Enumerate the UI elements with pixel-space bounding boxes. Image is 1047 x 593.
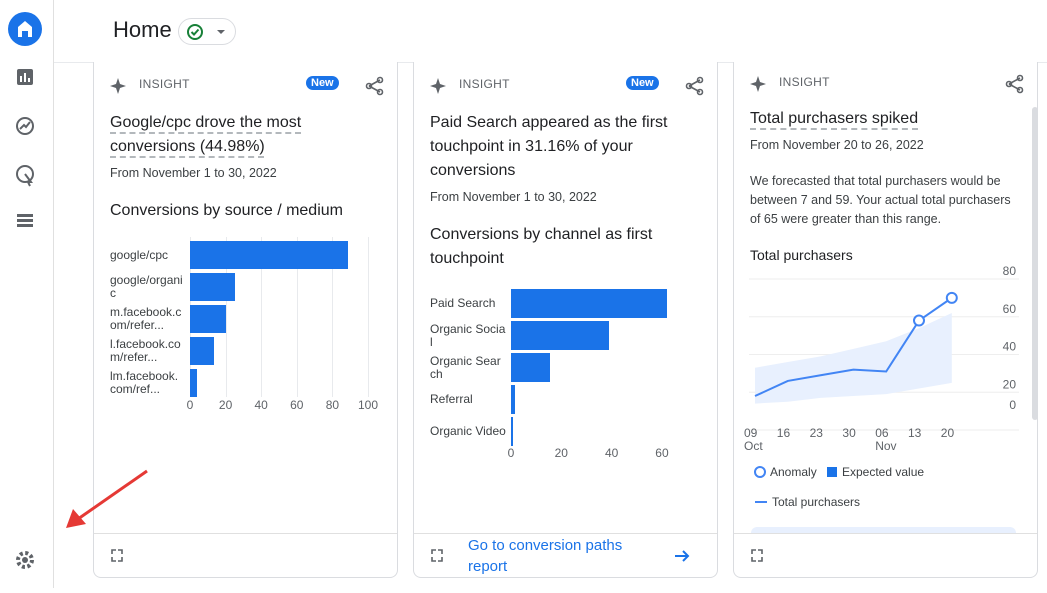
configure-icon[interactable] — [17, 214, 33, 227]
bar — [511, 289, 667, 318]
x-tick-label: 40 — [254, 398, 268, 412]
chart-title: Conversions by channel as first touchpoi… — [430, 226, 653, 267]
x-tick-label: 60 — [655, 446, 669, 460]
x-tick-label: 0 — [507, 446, 515, 460]
y-category-label: lm.facebook.com/ref... — [110, 369, 179, 396]
chart-title: Total purchasers — [750, 247, 853, 263]
x-tick-label: 20 — [218, 398, 233, 412]
card-title: Google/cpc drove the most conversions (4… — [110, 111, 340, 159]
bar — [511, 321, 610, 350]
legend-expected-symbol — [827, 467, 837, 477]
x-tick-label: 60 — [290, 398, 304, 412]
page-title: Home — [113, 17, 172, 42]
chart-title: Conversions by source / medium — [110, 202, 343, 219]
card-title-text: Google/cpc drove the most conversions (4… — [110, 114, 302, 155]
card-footer — [414, 533, 717, 534]
card-label: INSIGHT — [139, 77, 190, 91]
bar — [190, 241, 349, 269]
grid-line — [225, 237, 227, 397]
insight-card: INSIGHT New Google/cpc drove the most co… — [93, 62, 398, 578]
card-title: Total purchasers spiked — [750, 107, 918, 131]
link-arrow[interactable] — [672, 546, 692, 566]
bar — [190, 337, 215, 365]
x-tick-label: 40 — [604, 446, 619, 460]
anomaly-point — [913, 314, 925, 327]
settings-icon[interactable] — [16, 551, 34, 569]
insight-card: INSIGHT Total purchasers spiked From Nov… — [733, 62, 1038, 578]
card-title-text: Total purchasers spiked — [750, 110, 919, 127]
y-category-label: Organic Social — [430, 321, 506, 349]
x-tick-label: 16 — [776, 426, 791, 440]
card-date: From November 1 to 30, 2022 — [110, 166, 277, 180]
bar — [511, 417, 513, 446]
card-title: Paid Search appeared as the first touchp… — [430, 114, 668, 179]
card-footer — [94, 533, 397, 534]
status-pill[interactable] — [178, 18, 236, 45]
status-icons — [187, 24, 225, 40]
card-label: INSIGHT — [779, 75, 830, 89]
x-tick-label: 09 Oct — [744, 426, 763, 453]
grid-line — [332, 237, 334, 397]
x-tick-label: 20 — [554, 446, 568, 460]
insight-card: INSIGHT New Paid Search appeared as the … — [413, 62, 718, 578]
advertising-icon[interactable] — [16, 165, 34, 183]
legend-anomaly-symbol — [754, 466, 766, 478]
legend-anomaly: Anomaly — [770, 465, 817, 479]
x-tick-label: 06 Nov — [875, 426, 897, 453]
x-tick-label: 80 — [325, 398, 340, 412]
card-footer — [734, 533, 1037, 534]
x-tick-label: 30 — [842, 426, 856, 440]
y-category-label: l.facebook.com/refer... — [110, 337, 181, 364]
x-tick-label: 100 — [357, 398, 379, 412]
anomaly-point — [945, 291, 958, 304]
scrollbar[interactable] — [1032, 107, 1038, 420]
y-category-label: google/organic — [110, 273, 183, 300]
sidebar-icons — [8, 12, 42, 569]
y-category-label: m.facebook.com/refer... — [110, 305, 182, 332]
legend-line: Total purchasers — [772, 495, 860, 509]
grid-line — [368, 237, 369, 397]
y-category-label: Paid Search — [430, 296, 496, 310]
y-tick-label: 80 — [1003, 264, 1017, 278]
y-category-label: google/cpc — [110, 247, 169, 262]
x-tick-label: 0 — [186, 398, 194, 412]
legend-expected: Expected value — [842, 465, 924, 479]
y-category-label: Organic Video — [430, 424, 506, 438]
card-label: INSIGHT — [459, 77, 510, 91]
y-category-label: Organic Search — [430, 353, 501, 381]
grid-line — [296, 237, 298, 397]
explore-icon[interactable] — [16, 117, 34, 135]
expected-band — [755, 312, 952, 404]
line-chart: 0 20 40 60 80 Anomaly Expected value Total purc… — [749, 264, 1019, 509]
bar — [511, 353, 550, 382]
new-badge: New — [626, 76, 659, 90]
y-category-label: Referral — [430, 392, 473, 406]
y-tick-label: 20 — [1003, 377, 1017, 391]
y-tick-label: 0 — [1009, 398, 1016, 412]
x-tick-label: 20 — [940, 426, 955, 440]
conversion-paths-link[interactable]: Go to conversion paths report — [468, 537, 623, 575]
y-tick-label: 40 — [1003, 340, 1017, 354]
sidebar — [0, 0, 54, 588]
bar — [511, 385, 515, 414]
card-date: From November 1 to 30, 2022 — [430, 190, 597, 204]
grid-line — [261, 237, 263, 397]
card-date: From November 20 to 26, 2022 — [750, 138, 924, 152]
x-tick-label: 23 — [809, 426, 823, 440]
card-body: We forecasted that total purchasers woul… — [750, 174, 1011, 226]
new-badge: New — [306, 76, 339, 90]
y-tick-label: 60 — [1003, 302, 1017, 316]
x-tick-label: 13 — [908, 426, 922, 440]
bar — [190, 273, 235, 301]
bar — [190, 305, 226, 333]
callout-box — [751, 527, 1016, 533]
bar — [190, 369, 198, 397]
